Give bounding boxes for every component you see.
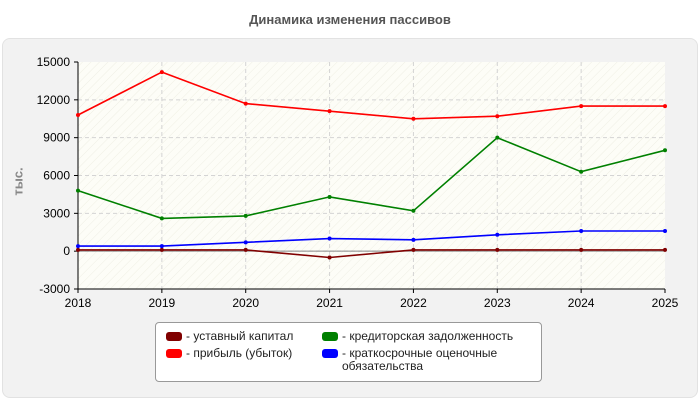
- data-point-provisions: [579, 228, 584, 233]
- legend-label-profit: - прибыль (убыток): [186, 346, 293, 360]
- data-point-charter-capital: [76, 247, 80, 252]
- x-tick-label: 2022: [400, 296, 427, 310]
- data-point-charter-capital: [411, 247, 416, 252]
- data-point-payables: [579, 169, 584, 174]
- y-tick-label: 12000: [37, 93, 71, 107]
- tick-labels: -3000 0 3000 6000 9000 12000 15000 2018 2019 2020…: [37, 55, 679, 310]
- data-point-charter-capital: [159, 247, 164, 252]
- data-point-payables: [411, 208, 416, 213]
- data-point-profit: [495, 114, 500, 119]
- data-point-provisions: [243, 240, 248, 245]
- data-point-profit: [243, 101, 248, 106]
- x-tick-label: 2018: [65, 296, 92, 310]
- legend-item-charter-capital[interactable]: - уставный капитал: [166, 330, 326, 343]
- series-line-payables: [77, 136, 666, 220]
- data-point-provisions: [663, 228, 667, 233]
- data-point-provisions: [159, 244, 164, 249]
- y-tick-label: -3000: [39, 282, 70, 296]
- y-tick-label: 15000: [37, 55, 71, 69]
- data-point-profit: [411, 116, 416, 121]
- data-point-payables: [76, 188, 80, 193]
- x-tick-label: 2025: [652, 296, 679, 310]
- data-point-profit: [579, 104, 584, 109]
- legend-swatch-payables: [322, 332, 338, 341]
- y-tick-label: 0: [63, 244, 70, 258]
- y-tick-label: 9000: [43, 131, 70, 145]
- data-point-provisions: [327, 236, 332, 241]
- series-line-provisions: [78, 230, 665, 247]
- data-point-payables: [243, 213, 248, 218]
- chart-title: Динамика изменения пассивов: [249, 12, 451, 27]
- data-point-charter-capital: [327, 255, 332, 260]
- data-point-payables: [663, 148, 667, 153]
- x-tick-label: 2020: [232, 296, 259, 310]
- legend-label-payables: - кредиторская задолженность: [342, 329, 514, 343]
- legend-label-provisions: - краткосрочные оценочные обязательства: [342, 346, 498, 373]
- data-point-charter-capital: [663, 247, 667, 252]
- y-tick-label: 6000: [43, 169, 70, 183]
- x-tick-label: 2019: [149, 296, 176, 310]
- legend-swatch-provisions: [322, 349, 338, 358]
- x-tick-label: 2021: [316, 296, 343, 310]
- data-point-provisions: [495, 232, 500, 237]
- data-point-profit: [76, 112, 80, 117]
- legend-swatch-charter-capital: [166, 332, 182, 341]
- y-axis-label: тыс.: [10, 167, 26, 196]
- legend-column-left: - уставный капитал - прибыль (убыток): [166, 330, 326, 364]
- series-line-charter-capital: [78, 249, 665, 259]
- y-tick-label: 3000: [43, 206, 70, 220]
- x-tick-label: 2023: [484, 296, 511, 310]
- data-point-profit: [159, 70, 164, 75]
- series-lines: [76, 70, 667, 260]
- x-tick-label: 2024: [568, 296, 595, 310]
- data-point-charter-capital: [495, 247, 500, 252]
- data-point-provisions: [411, 237, 416, 242]
- legend-item-provisions[interactable]: - краткосрочные оценочные обязательства: [322, 347, 537, 373]
- data-point-charter-capital: [579, 247, 584, 252]
- legend-swatch-profit: [166, 349, 182, 358]
- legend-item-payables[interactable]: - кредиторская задолженность: [322, 330, 537, 343]
- data-point-charter-capital: [243, 247, 248, 252]
- data-point-payables: [495, 135, 500, 140]
- series-line-profit: [77, 71, 665, 120]
- data-point-profit: [327, 109, 332, 114]
- legend-label-charter-capital: - уставный капитал: [186, 329, 294, 343]
- legend: - уставный капитал - прибыль (убыток) - …: [155, 322, 542, 382]
- data-point-provisions: [76, 244, 80, 249]
- legend-item-profit[interactable]: - прибыль (убыток): [166, 347, 326, 360]
- data-point-payables: [327, 194, 332, 199]
- data-point-payables: [159, 216, 164, 221]
- data-point-profit: [663, 104, 667, 109]
- legend-column-right: - кредиторская задолженность - краткосро…: [322, 330, 537, 377]
